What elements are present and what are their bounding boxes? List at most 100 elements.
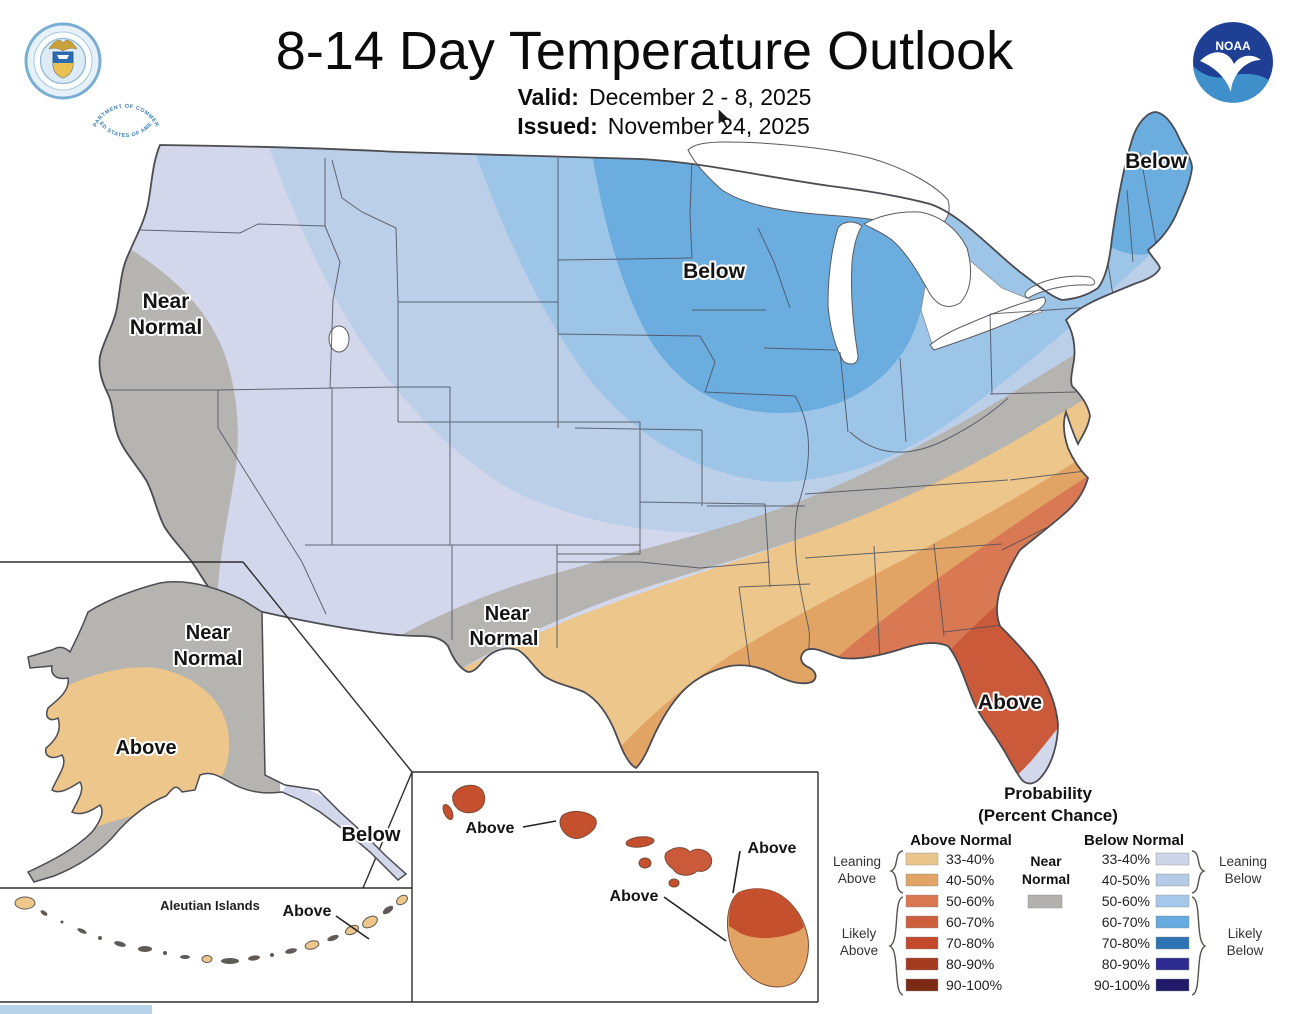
doc-shield-gold [53,63,73,78]
legend-swatch-above-6 [905,978,939,992]
island-big-island-north [728,888,804,939]
issued-value: November 24, 2025 [607,113,810,139]
legend-braces [888,850,1207,996]
mouse-cursor [717,106,733,130]
legend-below-label-6: 90-100% [1094,977,1150,993]
legend-above-label-4: 70-80% [946,935,994,951]
legend-above-label-0: 33-40% [946,851,994,867]
island-oahu [559,810,597,839]
alaska-above-blob [28,667,230,858]
legend-swatch-above-5 [905,957,939,971]
legend-likely-below-1: Likely [1228,926,1263,941]
label-alaska-normal: Normal [174,648,243,670]
legend-near-line2: Normal [1022,871,1070,887]
label-aleutian-above: Above [283,903,332,920]
legend-leaning-above-2: Above [838,871,876,886]
band-near-normal-south [378,298,1180,708]
label-texas-near: Near [485,603,530,625]
legend-near-line1: Near [1030,853,1062,869]
label-aleutian-islands: Aleutian Islands [160,898,260,913]
aleutian-islands-strip [14,894,408,964]
label-west-near: Near [143,290,190,313]
legend-below-label-0: 33-40% [1102,851,1150,867]
noaa-bird-icon [1200,52,1261,92]
legend-above-label-3: 60-70% [946,914,994,930]
island-lanai [638,857,652,869]
legend-bracket-labels: Leaning Above Likely Above Leaning Below… [833,854,1267,958]
legend-above-label-1: 40-50% [946,872,994,888]
legend-leaning-below-2: Below [1225,871,1262,886]
legend-swatch-above-1 [905,873,939,887]
legend-swatch-above-3 [905,915,939,929]
conus-outline [98,111,1193,785]
legend-swatch-above-4 [905,936,939,950]
label-texas-normal: Normal [470,628,539,650]
legend: Probability (Percent Chance) Above Norma… [833,784,1267,996]
status-bar-fragment [0,1005,152,1014]
label-hawaii-above-bigisland-n: Above [748,840,797,857]
noaa-logo-text: NOAA [1215,39,1251,53]
label-west-normal: Normal [130,316,202,339]
legend-title-line1: Probability [1004,784,1092,803]
inset-frames [0,561,819,1003]
legend-leaning-above-1: Leaning [833,854,881,869]
issued-date-line: Issued: November 24, 2025 [517,113,810,140]
valid-label: Valid: [517,84,579,110]
valid-value: December 2 - 8, 2025 [588,84,812,110]
band-above-33-40 [382,308,1193,784]
legend-above-label-2: 50-60% [946,893,994,909]
legend-swatch-below-4 [1155,936,1190,950]
legend-below-label-4: 70-80% [1102,935,1150,951]
legend-below-swatches [1155,852,1190,992]
legend-swatch-near-normal [1027,894,1063,909]
legend-leaning-below-1: Leaning [1219,854,1267,869]
legend-above-header: Above Normal [910,832,1012,849]
island-molokai [625,836,655,848]
legend-swatch-above-0 [905,852,939,866]
label-maine-below: Below [1125,150,1188,173]
legend-title-line2: (Percent Chance) [978,806,1118,825]
label-midwest-below: Below [683,260,746,283]
legend-swatch-below-1 [1155,873,1190,887]
legend-above-label-6: 90-100% [946,977,1002,993]
page-title: 8-14 Day Temperature Outlook [275,21,1014,81]
alaska-outline [26,581,408,883]
label-alaska-near: Near [186,622,231,644]
legend-swatch-below-2 [1155,894,1190,908]
label-hawaii-above-bigisland-sw: Above [610,888,659,905]
great-salt-lake [328,325,350,353]
noaa-logo: NOAA [1193,22,1273,103]
aleutian-above-leader-line [335,915,370,940]
legend-swatch-below-6 [1155,978,1190,992]
island-niihau [442,804,454,820]
legend-below-label-3: 60-70% [1102,914,1150,930]
legend-below-label-5: 80-90% [1102,956,1150,972]
lake-erie [929,296,1046,351]
island-kauai [452,784,486,814]
valid-date-line: Valid: December 2 - 8, 2025 [518,84,812,111]
label-florida-above: Above [978,691,1042,714]
island-kahoolawe [668,878,680,888]
hawaii-inset [442,784,809,988]
great-lakes [328,141,1096,365]
legend-swatch-below-5 [1155,957,1190,971]
legend-above-label-5: 80-90% [946,956,994,972]
doc-eagle-icon [48,40,78,52]
issued-label: Issued: [517,113,598,139]
doc-shield-ship [57,55,69,59]
band-below-60-70-maine [1070,112,1193,255]
lake-ontario [1024,275,1096,299]
legend-swatch-above-2 [905,894,939,908]
lake-michigan [827,221,863,365]
label-alaska-above: Above [115,737,176,759]
legend-above-row-labels: 33-40% 40-50% 50-60% 60-70% 70-80% 80-90… [946,851,1002,993]
hawaii-leader-lines [522,820,741,942]
lake-huron [863,211,972,307]
lake-superior [687,141,950,232]
legend-swatch-below-0 [1155,852,1190,866]
legend-likely-below-2: Below [1227,943,1264,958]
legend-below-header: Below Normal [1084,832,1184,849]
legend-swatch-below-3 [1155,915,1190,929]
